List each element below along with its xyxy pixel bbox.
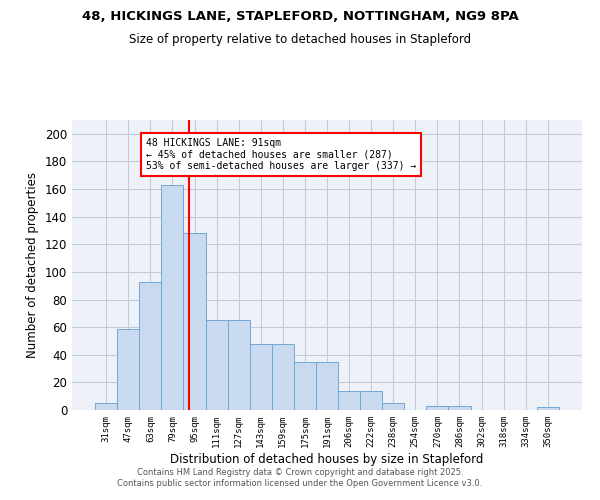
Y-axis label: Number of detached properties: Number of detached properties bbox=[26, 172, 39, 358]
Text: Contains HM Land Registry data © Crown copyright and database right 2025.
Contai: Contains HM Land Registry data © Crown c… bbox=[118, 468, 482, 487]
Bar bbox=[250, 344, 272, 410]
Bar bbox=[161, 185, 184, 410]
Text: Size of property relative to detached houses in Stapleford: Size of property relative to detached ho… bbox=[129, 32, 471, 46]
Bar bbox=[272, 344, 294, 410]
Bar bbox=[448, 406, 470, 410]
Bar bbox=[338, 390, 360, 410]
Text: 48 HICKINGS LANE: 91sqm
← 45% of detached houses are smaller (287)
53% of semi-d: 48 HICKINGS LANE: 91sqm ← 45% of detache… bbox=[146, 138, 416, 171]
Bar bbox=[316, 362, 338, 410]
Bar bbox=[427, 406, 448, 410]
Bar bbox=[184, 233, 206, 410]
Bar bbox=[382, 403, 404, 410]
Bar bbox=[360, 390, 382, 410]
Bar bbox=[537, 407, 559, 410]
Bar bbox=[227, 320, 250, 410]
Bar bbox=[206, 320, 227, 410]
Bar bbox=[294, 362, 316, 410]
Bar bbox=[95, 403, 117, 410]
Bar bbox=[117, 328, 139, 410]
Text: Distribution of detached houses by size in Stapleford: Distribution of detached houses by size … bbox=[170, 452, 484, 466]
Bar bbox=[139, 282, 161, 410]
Text: 48, HICKINGS LANE, STAPLEFORD, NOTTINGHAM, NG9 8PA: 48, HICKINGS LANE, STAPLEFORD, NOTTINGHA… bbox=[82, 10, 518, 23]
